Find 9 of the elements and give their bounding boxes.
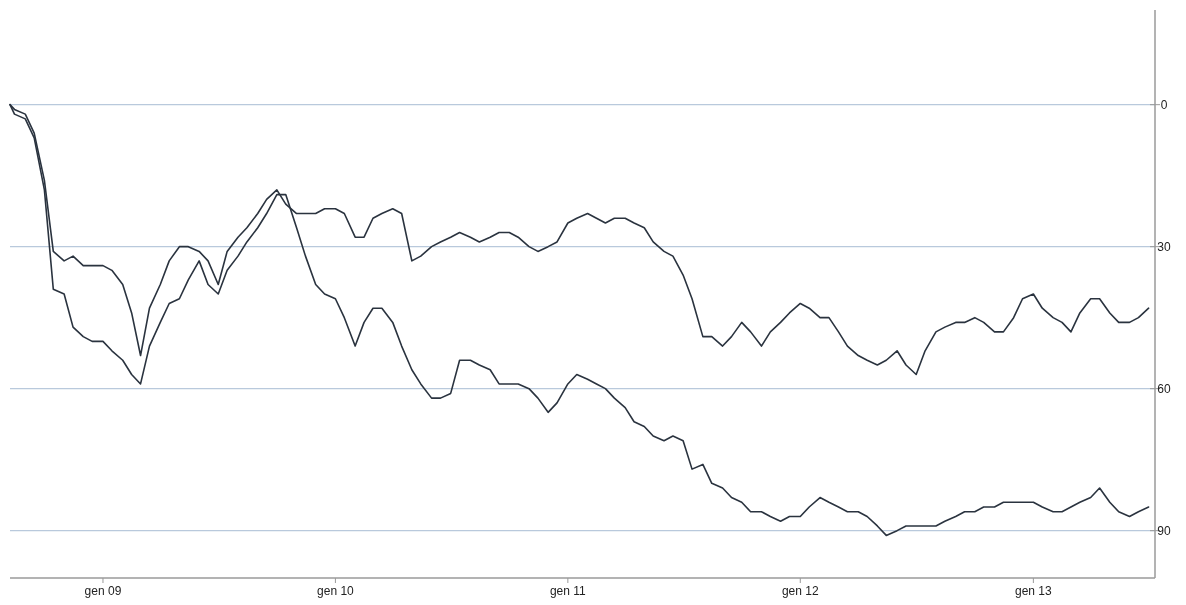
x-tick-label: gen 10 xyxy=(317,584,355,598)
x-tick-label: gen 12 xyxy=(781,584,819,598)
y-tick-label: 60 xyxy=(1157,381,1171,396)
y-tick-label: 0 xyxy=(1160,97,1168,112)
y-tick-label: 90 xyxy=(1157,523,1171,538)
y-tick-label: 30 xyxy=(1157,239,1171,254)
x-tick-label: gen 11 xyxy=(549,584,587,598)
x-tick-label: gen 09 xyxy=(84,584,122,598)
x-tick-label: gen 13 xyxy=(1015,584,1053,598)
